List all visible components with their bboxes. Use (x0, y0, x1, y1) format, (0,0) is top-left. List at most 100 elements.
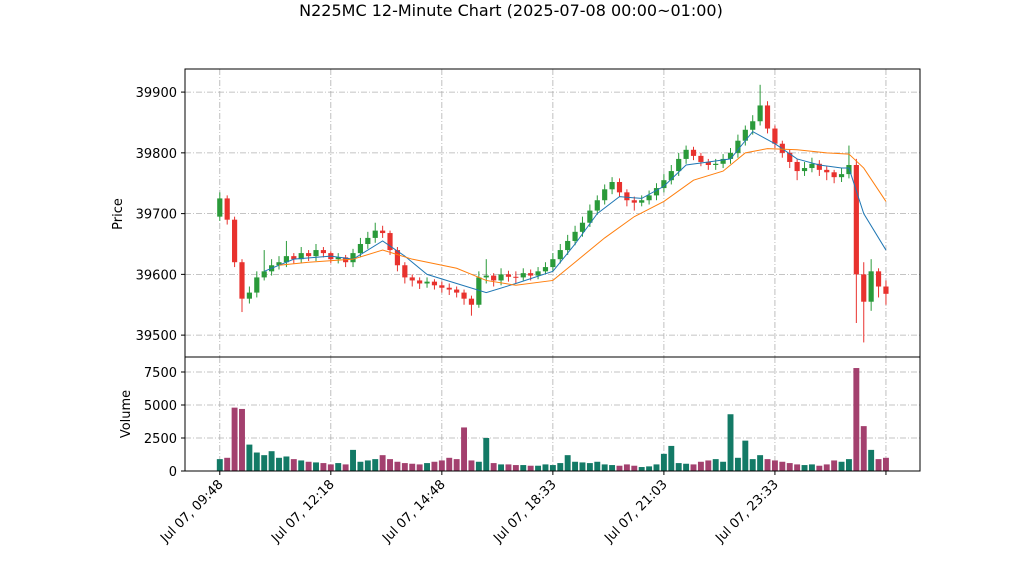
volume-bar (305, 461, 312, 471)
candle-body (579, 222, 586, 232)
volume-bar (224, 457, 231, 471)
y2-tick-label: 2500 (144, 432, 177, 447)
volume-bar (313, 462, 319, 471)
candle-body (801, 168, 808, 172)
candle-body (439, 285, 445, 288)
volume-bar (216, 459, 223, 471)
candle-body (335, 257, 341, 260)
candle-body (239, 262, 245, 299)
candle-body (357, 243, 364, 254)
x-tick-label: Jul 07, 09:48 (157, 477, 226, 546)
y-tick-label: 39700 (136, 208, 177, 223)
volume-bar (498, 464, 505, 471)
candle-body (446, 287, 452, 290)
candle-body (557, 250, 563, 260)
candle-body (224, 198, 230, 220)
volume-bar (572, 461, 579, 471)
volume-bar (483, 437, 490, 471)
volume-bar (231, 407, 238, 471)
candle-body (816, 163, 822, 170)
candle-body (698, 155, 704, 162)
volume-bar (868, 449, 875, 471)
candle-body (624, 192, 630, 201)
volume-bar (320, 463, 327, 471)
candle-body (690, 149, 697, 156)
volume-bar (239, 408, 245, 471)
volume-bar (261, 455, 268, 471)
candle-body (306, 253, 312, 257)
candle-body (350, 253, 356, 263)
candle-body (587, 210, 593, 223)
volume-bar (276, 457, 282, 471)
volume-bar (697, 461, 704, 471)
volume-bar (505, 464, 512, 471)
candle-body (535, 271, 541, 276)
x-tick-label: Jul 07, 14:48 (379, 477, 448, 546)
y-tick-label: 39500 (136, 329, 177, 344)
volume-bar (446, 457, 453, 471)
candle-body (528, 273, 534, 276)
volume-bar (882, 457, 889, 471)
candle-body (468, 298, 475, 305)
volume-bar (875, 459, 882, 471)
volume-bar (668, 445, 675, 471)
candle-body (809, 163, 815, 169)
candle-body (831, 172, 837, 178)
candle-body (261, 271, 267, 278)
volume-bar (764, 459, 771, 471)
candle-body (246, 292, 252, 299)
volume-bar (475, 461, 482, 471)
candle-body (853, 165, 859, 275)
candle-body (676, 158, 682, 172)
volume-bar (594, 461, 601, 471)
candle-body (365, 237, 371, 244)
volume-bar (631, 465, 638, 471)
volume-bar (409, 463, 416, 471)
volume-bar (838, 461, 845, 471)
volume-bar (424, 463, 430, 471)
volume-bar (601, 464, 608, 471)
candle-body (254, 277, 260, 293)
y-tick-label: 39600 (136, 268, 177, 283)
volume-bar (646, 466, 653, 471)
volume-bar (616, 465, 623, 471)
candle-body (838, 174, 845, 178)
volume-bar (853, 368, 860, 471)
candle-body (735, 140, 741, 153)
volume-bar (372, 459, 379, 471)
volume-bar (742, 440, 749, 471)
candle-body (616, 182, 623, 193)
candle-body (594, 200, 600, 211)
candle-body (461, 292, 467, 299)
candle-body (520, 273, 526, 278)
candle-body (483, 275, 489, 278)
candle-body (387, 233, 393, 251)
candle-body (424, 281, 430, 284)
volume-bar (749, 459, 756, 471)
volume-bar (468, 460, 475, 471)
volume-bar (683, 463, 690, 471)
candle-body (861, 274, 867, 302)
candle-body (868, 271, 874, 302)
candle-body (409, 277, 415, 281)
candle-body (431, 281, 438, 286)
volume-bar (416, 464, 423, 471)
candle-body (320, 250, 327, 254)
volume-bar (387, 459, 393, 471)
volume-bar (527, 465, 534, 471)
volume-bar (786, 463, 793, 471)
volume-bar (335, 463, 342, 471)
y-axis-label: Price (111, 198, 126, 230)
candle-body (875, 271, 882, 287)
volume-bar (290, 459, 297, 471)
volume-bar (794, 464, 801, 471)
candle-body (491, 275, 497, 281)
volume-bar (350, 449, 356, 471)
volume-bar (364, 460, 371, 471)
y2-tick-label: 7500 (144, 366, 177, 381)
y-tick-label: 39900 (136, 86, 177, 101)
volume-bar (394, 461, 401, 471)
moving-average-line (278, 148, 887, 286)
volume-bar (268, 451, 275, 471)
candle-body (727, 152, 734, 159)
